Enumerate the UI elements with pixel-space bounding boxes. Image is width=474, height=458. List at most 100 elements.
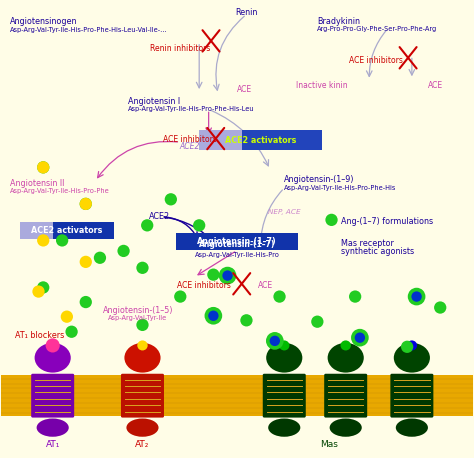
Text: Bradykinin: Bradykinin (318, 17, 360, 26)
Text: AT₂: AT₂ (135, 441, 150, 449)
Ellipse shape (80, 256, 92, 268)
Text: Angiotensin I: Angiotensin I (128, 97, 181, 106)
Ellipse shape (137, 319, 149, 331)
Text: Angiotensinogen: Angiotensinogen (10, 17, 78, 26)
Ellipse shape (279, 340, 290, 350)
Text: Angiotensin-(1–7): Angiotensin-(1–7) (199, 240, 275, 250)
Ellipse shape (124, 343, 161, 373)
Ellipse shape (37, 161, 49, 174)
Ellipse shape (240, 314, 253, 327)
Text: ACE2 activators: ACE2 activators (31, 226, 102, 235)
Ellipse shape (137, 340, 148, 350)
Text: ACE2: ACE2 (148, 212, 170, 221)
Text: Mas receptor: Mas receptor (341, 239, 394, 248)
Ellipse shape (273, 290, 286, 303)
FancyBboxPatch shape (175, 233, 299, 251)
Ellipse shape (311, 316, 323, 328)
Ellipse shape (37, 234, 49, 246)
Ellipse shape (222, 270, 233, 281)
Ellipse shape (47, 340, 58, 350)
Ellipse shape (164, 193, 177, 206)
Ellipse shape (328, 343, 364, 373)
FancyBboxPatch shape (263, 374, 306, 418)
Text: Asp-Arg-Val-Tyr-Ile-His-Pro-Phe-His-Leu: Asp-Arg-Val-Tyr-Ile-His-Pro-Phe-His-Leu (128, 106, 255, 112)
Text: Angiotensin-(1–7): Angiotensin-(1–7) (197, 237, 277, 246)
Ellipse shape (266, 343, 302, 373)
FancyBboxPatch shape (199, 131, 242, 151)
Ellipse shape (137, 262, 149, 274)
Ellipse shape (80, 296, 92, 308)
Text: Asp-Arg-Val-Tyr-Ile-His-Pro-Phe-His-Leu-Val-Ile-…: Asp-Arg-Val-Tyr-Ile-His-Pro-Phe-His-Leu-… (10, 27, 168, 33)
Text: ACE: ACE (428, 81, 443, 90)
FancyBboxPatch shape (242, 131, 322, 151)
Text: Arg-Pro-Pro-Gly-Phe-Ser-Pro-Phe-Arg: Arg-Pro-Pro-Gly-Phe-Ser-Pro-Phe-Arg (318, 27, 438, 33)
Ellipse shape (37, 161, 49, 174)
Text: ACE: ACE (258, 281, 273, 290)
FancyBboxPatch shape (53, 222, 114, 239)
Ellipse shape (174, 290, 186, 303)
FancyBboxPatch shape (391, 374, 433, 418)
Ellipse shape (61, 311, 73, 323)
Ellipse shape (401, 341, 413, 353)
FancyBboxPatch shape (19, 222, 53, 239)
FancyBboxPatch shape (121, 374, 164, 418)
Ellipse shape (340, 340, 351, 350)
Text: AT₁ blockers: AT₁ blockers (15, 331, 64, 340)
Ellipse shape (94, 251, 106, 264)
FancyBboxPatch shape (324, 374, 367, 418)
Text: ACE2: ACE2 (180, 142, 200, 151)
Ellipse shape (205, 307, 222, 325)
Ellipse shape (329, 419, 362, 437)
Ellipse shape (394, 343, 430, 373)
Bar (0, 375, 474, 416)
Text: Asp-Arg-Val-Tyr-Ile-His-Pro: Asp-Arg-Val-Tyr-Ile-His-Pro (194, 252, 280, 258)
Ellipse shape (355, 333, 365, 343)
Text: ACE inhibitors: ACE inhibitors (163, 135, 217, 143)
Ellipse shape (208, 311, 219, 321)
Ellipse shape (46, 338, 60, 353)
Ellipse shape (408, 288, 426, 305)
Text: Renin: Renin (235, 8, 258, 16)
Ellipse shape (434, 301, 447, 314)
Text: ACE: ACE (237, 85, 252, 94)
Text: Angiotensin-(1–5): Angiotensin-(1–5) (102, 306, 173, 315)
Text: Asp-Arg-Val-Tyr-Ile-His-Pro-Phe: Asp-Arg-Val-Tyr-Ile-His-Pro-Phe (10, 188, 110, 194)
Ellipse shape (56, 234, 68, 246)
Ellipse shape (219, 267, 237, 284)
Ellipse shape (349, 290, 361, 303)
Ellipse shape (193, 219, 205, 231)
Text: ACE inhibitors: ACE inhibitors (177, 281, 231, 290)
Ellipse shape (411, 291, 422, 302)
Text: AT₁: AT₁ (46, 441, 60, 449)
Ellipse shape (127, 419, 158, 437)
Ellipse shape (35, 343, 71, 373)
Ellipse shape (207, 268, 219, 281)
Ellipse shape (80, 198, 92, 210)
Text: Inactive kinin: Inactive kinin (296, 81, 348, 90)
Ellipse shape (396, 419, 428, 437)
FancyBboxPatch shape (31, 374, 74, 418)
Ellipse shape (118, 245, 130, 257)
Text: ACE inhibitors: ACE inhibitors (349, 55, 403, 65)
Text: NEP, ACE: NEP, ACE (268, 209, 301, 215)
Ellipse shape (37, 281, 49, 294)
Ellipse shape (36, 419, 69, 437)
Text: Asp-Arg-Val-Tyr-Ile: Asp-Arg-Val-Tyr-Ile (108, 315, 167, 321)
Text: Asp-Arg-Val-Tyr-Ile-His-Pro-Phe-His: Asp-Arg-Val-Tyr-Ile-His-Pro-Phe-His (284, 185, 397, 191)
Ellipse shape (266, 332, 283, 350)
Ellipse shape (325, 214, 337, 226)
Ellipse shape (65, 326, 78, 338)
Ellipse shape (407, 340, 417, 350)
Text: Ang-(1–7) formulations: Ang-(1–7) formulations (341, 217, 433, 226)
Ellipse shape (141, 219, 154, 231)
Text: synthetic agonists: synthetic agonists (341, 247, 414, 256)
Ellipse shape (270, 336, 280, 346)
Ellipse shape (80, 198, 92, 210)
Ellipse shape (32, 285, 45, 298)
Ellipse shape (351, 329, 369, 347)
Text: Renin inhibitors: Renin inhibitors (150, 44, 210, 53)
Ellipse shape (268, 419, 301, 437)
Text: Mas: Mas (320, 441, 338, 449)
Text: ACE2 activators: ACE2 activators (225, 136, 296, 145)
Text: Angiotensin II: Angiotensin II (10, 179, 64, 188)
